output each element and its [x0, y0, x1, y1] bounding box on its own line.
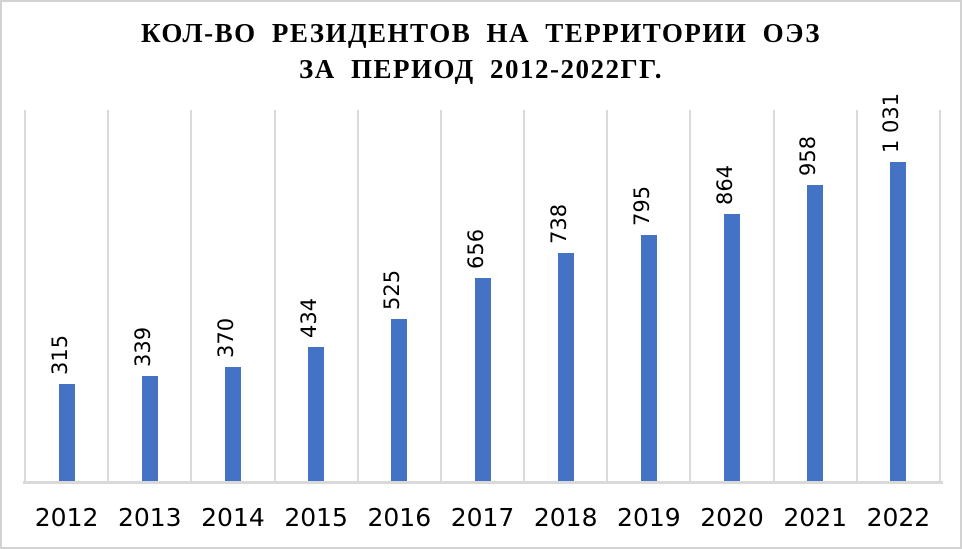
bar-2020 [724, 213, 741, 481]
x-axis-label-2016: 2016 [367, 503, 432, 532]
vertical-gridline [24, 110, 26, 481]
chart-title-line-2: ЗА ПЕРИОД 2012-2022ГГ. [298, 54, 664, 84]
x-axis-label-2014: 2014 [201, 503, 265, 532]
bar-value-label: 315 [47, 334, 72, 375]
vertical-gridline [523, 110, 526, 481]
x-axis-label-2018: 2018 [533, 503, 598, 532]
bar-2021 [807, 184, 824, 481]
bar-value-label: 656 [463, 229, 488, 270]
bar-2012 [58, 383, 75, 481]
vertical-gridline [190, 110, 193, 481]
vertical-gridline [356, 110, 359, 481]
x-axis-label-2021: 2021 [783, 503, 848, 532]
bar-2013 [141, 376, 158, 481]
vertical-gridline [939, 110, 941, 481]
bar-2014 [224, 366, 241, 481]
bar-2015 [308, 346, 325, 481]
bar-value-label: 958 [796, 135, 821, 176]
vertical-gridline [772, 110, 775, 481]
x-axis-label-2017: 2017 [450, 503, 515, 532]
vertical-gridline [689, 110, 692, 481]
vertical-gridline [606, 110, 609, 481]
bar-2017 [474, 278, 491, 481]
x-axis-label-2013: 2013 [117, 503, 182, 532]
vertical-gridline [855, 110, 858, 481]
x-axis-label-2022: 2022 [866, 503, 931, 532]
vertical-gridline [439, 110, 442, 481]
bar-value-label: 738 [546, 203, 571, 244]
bar-2022 [890, 162, 907, 481]
bar-value-label: 795 [629, 186, 654, 227]
bar-2018 [557, 252, 574, 481]
bar-value-label: 339 [130, 327, 155, 368]
x-axis-line [23, 481, 943, 484]
x-axis-label-2012: 2012 [34, 503, 99, 532]
bar-value-label: 525 [380, 269, 405, 310]
chart-title: КОЛ-ВО РЕЗИДЕНТОВ НА ТЕРРИТОРИИ ОЭЗ ЗА П… [2, 15, 960, 87]
bar-2016 [391, 318, 408, 481]
bar-2019 [640, 235, 657, 481]
plot-area: 315 339 370 434 525 656 738 795 864 958 1 031 [23, 93, 943, 484]
bar-value-label: 1 031 [879, 93, 904, 154]
x-axis-label-2020: 2020 [700, 503, 764, 532]
chart-title-line-1: КОЛ-ВО РЕЗИДЕНТОВ НА ТЕРРИТОРИИ ОЭЗ [140, 18, 822, 48]
vertical-gridline [273, 110, 276, 481]
bar-value-label: 370 [213, 317, 238, 358]
bar-value-label: 434 [297, 297, 322, 338]
bar-value-label: 864 [713, 164, 738, 205]
x-axis: 2012 2013 2014 2015 2016 2017 2018 2019 2020 2021… [25, 502, 940, 538]
x-axis-label-2019: 2019 [617, 503, 681, 532]
x-axis-label-2015: 2015 [284, 503, 348, 532]
vertical-gridline [107, 110, 110, 481]
